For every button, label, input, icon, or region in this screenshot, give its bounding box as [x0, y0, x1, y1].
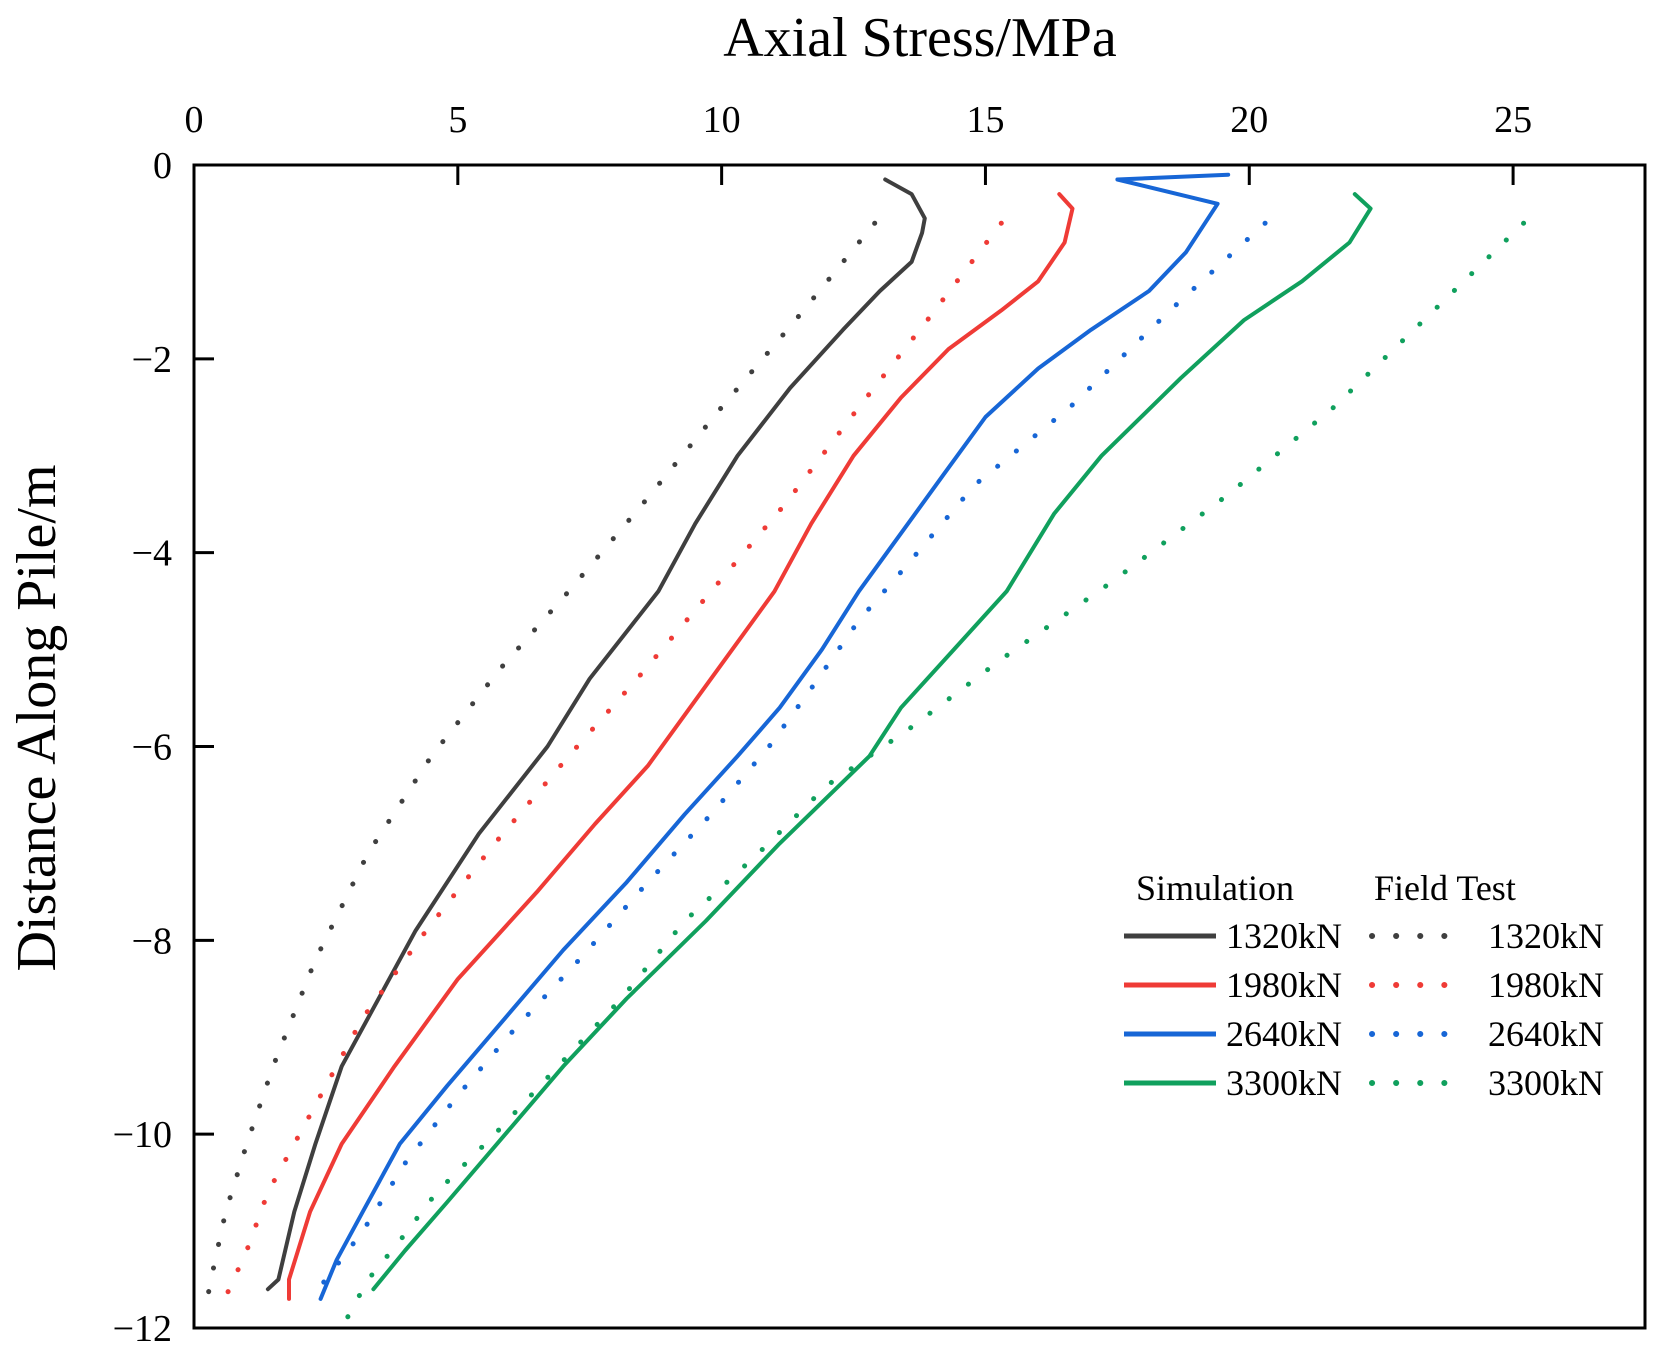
y-tick-label: −6: [132, 727, 172, 769]
y-tick-label: −12: [113, 1308, 172, 1350]
legend-simulation-label: 2640kN: [1226, 1014, 1342, 1054]
legend-header-field-test: Field Test: [1374, 868, 1516, 908]
y-axis-title: Distance Along Pile/m: [6, 464, 68, 971]
simulation-2640kN-line: [318, 172, 1231, 1301]
x-tick-label: 0: [185, 99, 204, 141]
x-axis: 0 5 10 15 20 25: [185, 99, 1532, 185]
legend-field-test-label: 2640kN: [1488, 1014, 1604, 1054]
field-test-3300kN-line: [344, 220, 1527, 1321]
plot-frame: [192, 163, 1647, 1330]
y-tick-label: 0: [153, 145, 172, 187]
field-test-2640kN-line: [307, 220, 1268, 1302]
legend-field-test-label: 1320kN: [1488, 916, 1604, 956]
field-test-1980kN-line: [217, 220, 1004, 1312]
field-test-1320kN-line: [204, 220, 878, 1302]
simulation-1980kN-line: [287, 192, 1075, 1301]
x-tick-label: 5: [448, 99, 467, 141]
y-tick-label: −2: [132, 339, 172, 381]
y-tick-label: −10: [113, 1114, 172, 1156]
x-tick-label: 20: [1230, 99, 1268, 141]
x-tick-label: 25: [1494, 99, 1532, 141]
legend-field-test-label: 1980kN: [1488, 965, 1604, 1005]
legend-simulation-label: 1980kN: [1226, 965, 1342, 1005]
y-tick-label: −8: [132, 920, 172, 962]
legend-simulation-label: 1320kN: [1226, 916, 1342, 956]
legend-simulation-label: 3300kN: [1226, 1063, 1342, 1103]
legend-field-test-label: 3300kN: [1488, 1063, 1604, 1103]
legend: Simulation Field Test 1320kN 1320kN 1980kN 19…: [1124, 868, 1604, 1103]
x-axis-title: Axial Stress/MPa: [723, 7, 1117, 69]
y-tick-label: −4: [132, 533, 172, 575]
x-tick-label: 15: [966, 99, 1004, 141]
simulation-3300kN-line: [371, 192, 1373, 1292]
y-axis: 0 −2 −4 −6 −8 −10 −12: [113, 145, 214, 1350]
simulation-1320kN-line: [265, 177, 927, 1292]
x-tick-label: 10: [703, 99, 741, 141]
series-layer: [204, 172, 1527, 1321]
legend-header-simulation: Simulation: [1136, 868, 1294, 908]
